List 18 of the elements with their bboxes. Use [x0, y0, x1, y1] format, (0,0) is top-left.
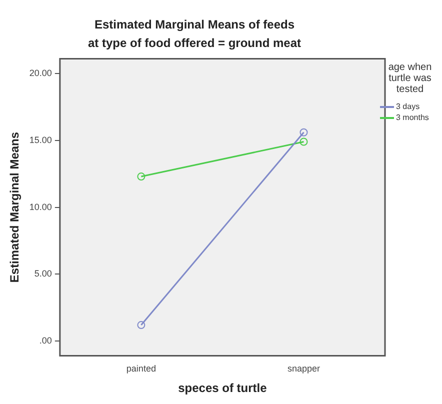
y-tick-label: 15.00 — [29, 134, 52, 145]
point — [300, 128, 308, 136]
legend-title: age when turtle was tested — [387, 62, 433, 95]
chart-subtitle: at type of food offered = ground meat — [88, 36, 302, 50]
y-tick-label: .00 — [39, 336, 52, 346]
x-tick-label: painted — [126, 364, 156, 374]
point — [300, 138, 308, 146]
point — [137, 321, 146, 330]
y-tick-label: 5.00 — [34, 268, 52, 279]
y-axis-title: Estimated Marginal Means — [8, 132, 22, 283]
y-tick-label: 10.00 — [29, 202, 52, 212]
legend-label: 3 months — [396, 112, 429, 123]
point — [137, 172, 146, 181]
x-axis-title: speces of turtle — [178, 381, 268, 396]
legend-label: 3 days — [396, 101, 420, 112]
y-tick-label: 20.00 — [29, 68, 52, 78]
chart-title: Estimated Marginal Means of feeds — [94, 18, 295, 32]
x-tick-label: snapper — [287, 364, 320, 374]
